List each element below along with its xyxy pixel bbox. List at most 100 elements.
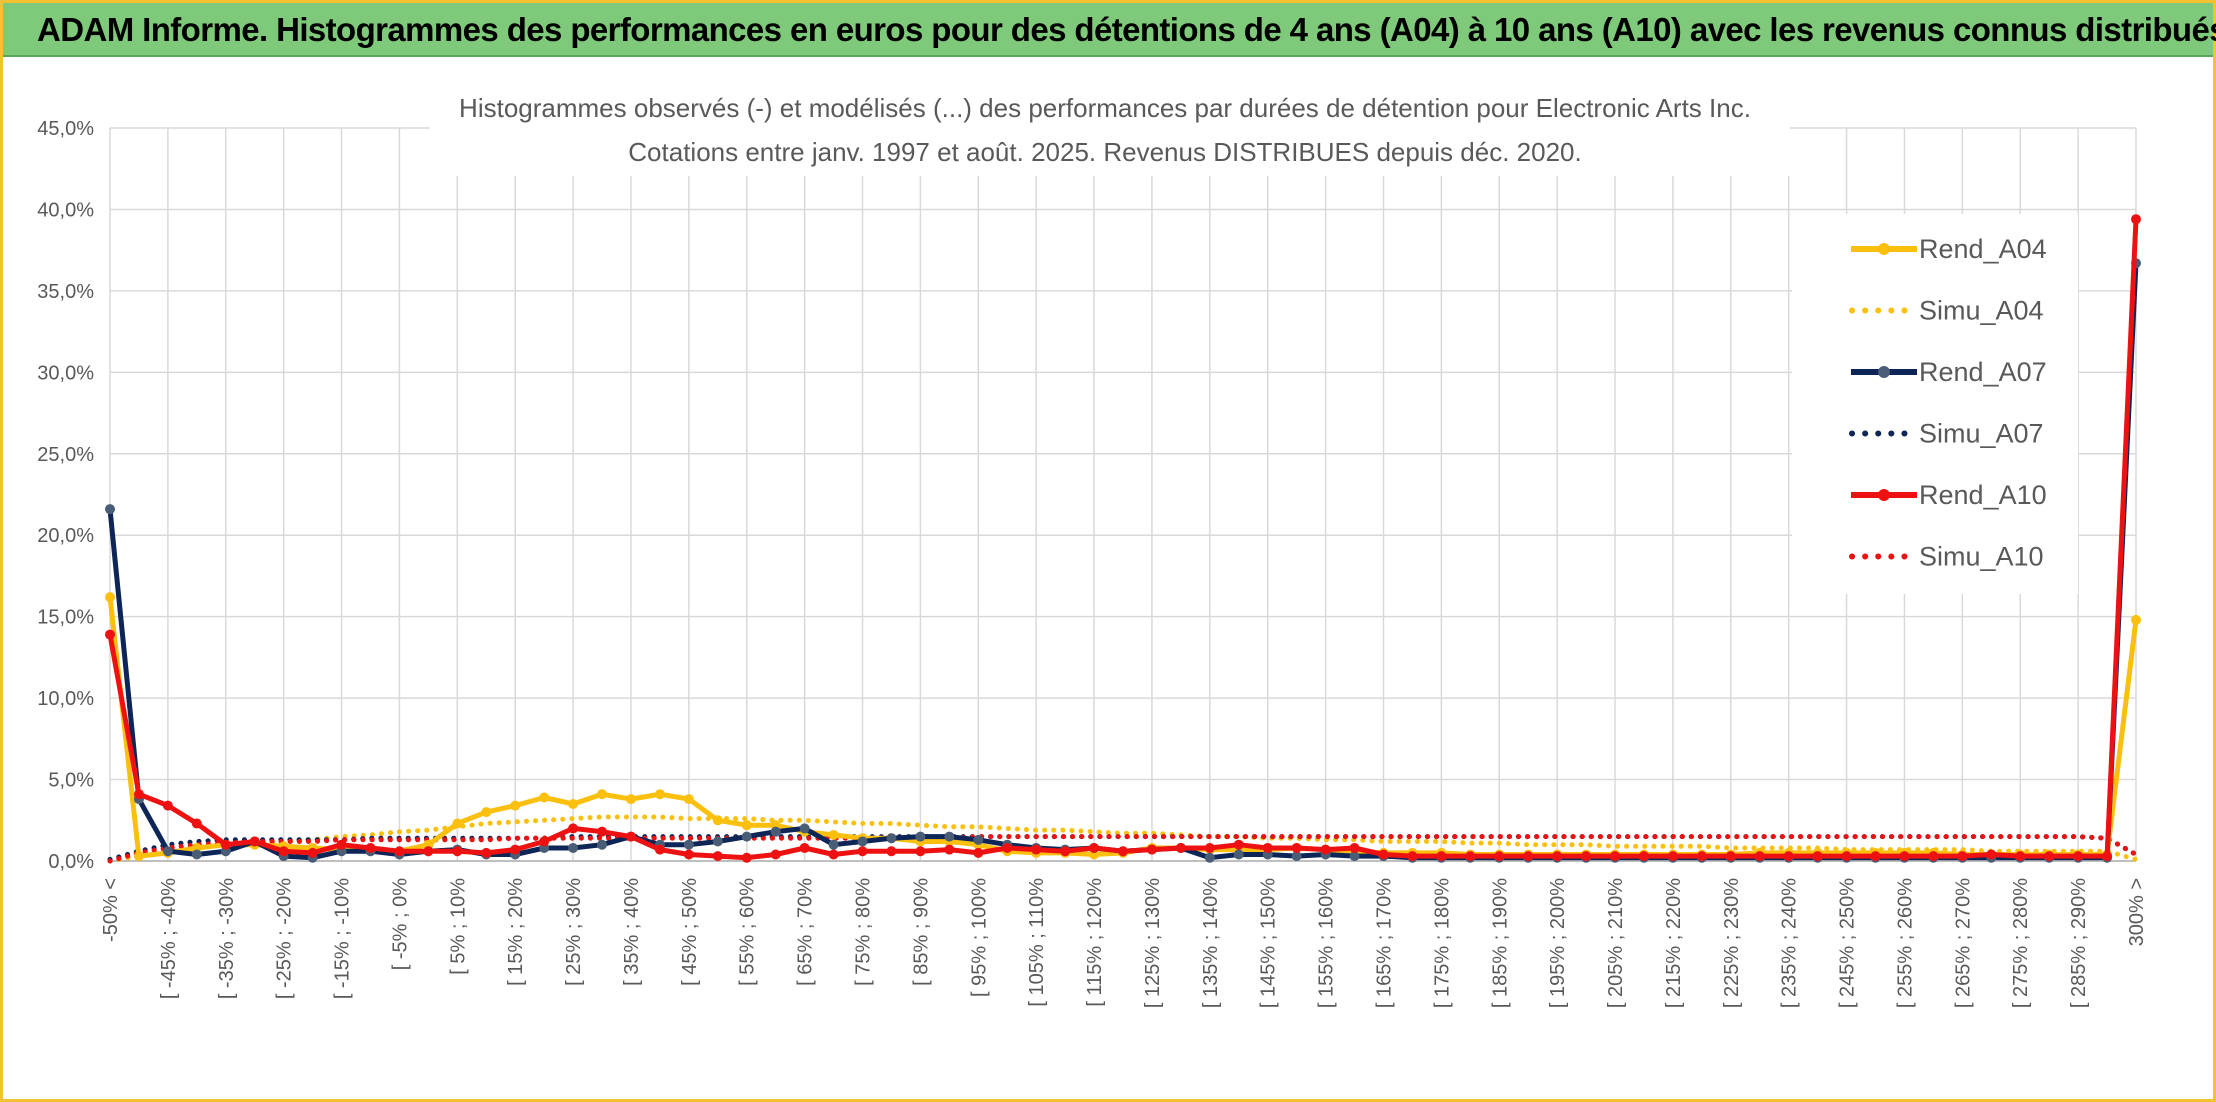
x-tick-label: [ 245% ; 250% — [1837, 878, 1859, 1008]
series-simu-a10 — [107, 834, 2139, 864]
x-tick-label: [ 215% ; 220% — [1663, 878, 1685, 1008]
x-tick-label: [ 15% ; 20% — [505, 878, 527, 986]
data-point — [1754, 851, 1765, 862]
data-point — [1233, 849, 1244, 860]
x-tick-label: [ 115% ; 120% — [1084, 878, 1106, 1007]
y-axis: 0,0% 5,0% 10,0% 15,0% 20,0% 25,0% 30,0% 35,0% 40… — [37, 118, 94, 873]
data-point — [105, 629, 115, 640]
x-tick-label: [ 135% ; 140% — [1200, 878, 1222, 1008]
data-point — [625, 794, 636, 805]
data-point — [770, 849, 781, 860]
data-point — [1060, 846, 1071, 857]
data-point — [770, 826, 781, 837]
y-tick-label: 10,0% — [37, 688, 94, 710]
legend-label: Simu_A07 — [1919, 419, 2044, 449]
y-tick-label: 15,0% — [37, 607, 94, 629]
x-tick-label: [ 275% ; 280% — [2010, 878, 2032, 1008]
data-point — [799, 842, 810, 853]
data-point — [1841, 851, 1852, 862]
data-point — [857, 836, 868, 847]
y-tick-label: 40,0% — [37, 199, 94, 221]
data-point — [510, 800, 521, 811]
chart-title: Histogrammes observés (-) et modélisés (… — [459, 93, 1751, 123]
chart-subtitle: Cotations entre janv. 1997 et août. 2025… — [628, 137, 1581, 167]
data-point — [162, 846, 173, 857]
data-point — [1378, 849, 1389, 860]
data-point — [944, 844, 955, 855]
legend-marker — [1878, 243, 1890, 255]
x-axis: -50% < [ -45% ; -40% [ -35% ; -30% [ -25% ;… — [100, 860, 2148, 1008]
data-point — [1349, 851, 1360, 862]
title-banner: ADAM Informe. Histogrammes des performan… — [3, 3, 2216, 57]
series-simu-a04 — [107, 814, 2139, 864]
data-point — [365, 842, 376, 853]
data-point — [973, 847, 984, 858]
data-point — [2015, 851, 2026, 862]
data-point — [1436, 851, 1447, 862]
data-point — [1465, 851, 1476, 862]
legend-marker — [1878, 366, 1890, 378]
data-point — [597, 839, 608, 850]
x-tick-label: -50% < — [100, 878, 122, 942]
legend-label: Rend_A07 — [1919, 357, 2047, 387]
data-point — [712, 836, 723, 847]
x-tick-label: [ 155% ; 160% — [1316, 878, 1338, 1008]
data-point — [654, 789, 665, 800]
x-tick-label: 300% > — [2126, 878, 2148, 946]
data-point — [2102, 851, 2113, 862]
data-point — [944, 831, 955, 842]
x-tick-label: [ 195% ; 200% — [1547, 878, 1569, 1008]
legend: Rend_A04 Simu_A04 Rend_A07 Simu_A07 Rend_A10… — [1792, 214, 2078, 594]
data-point — [249, 836, 260, 847]
data-point — [2131, 614, 2141, 625]
x-tick-label: [ 285% ; 290% — [2068, 878, 2090, 1008]
x-tick-label: [ 65% ; 70% — [795, 878, 817, 986]
data-point — [1899, 851, 1910, 862]
data-point — [1667, 851, 1678, 862]
data-point — [336, 839, 347, 850]
data-point — [539, 836, 550, 847]
data-point — [452, 846, 463, 857]
data-point — [2073, 851, 2084, 862]
legend-label: Simu_A10 — [1919, 542, 2044, 572]
data-point — [191, 849, 202, 860]
data-point — [712, 851, 723, 862]
data-point — [741, 852, 752, 863]
data-point — [1957, 851, 1968, 862]
x-tick-label: [ 105% ; 110% — [1026, 878, 1048, 1007]
data-point — [1812, 851, 1823, 862]
data-point — [1175, 842, 1186, 853]
data-point — [1089, 842, 1100, 853]
data-point — [2044, 851, 2055, 862]
data-point — [162, 800, 173, 811]
data-point — [597, 826, 608, 837]
x-tick-label: [ 125% ; 130% — [1142, 878, 1164, 1008]
data-point — [394, 846, 405, 857]
x-tick-label: [ -25% ; -20% — [274, 878, 296, 999]
data-point — [105, 504, 115, 515]
data-point — [568, 798, 579, 809]
data-point — [915, 846, 926, 857]
x-tick-label: [ 55% ; 60% — [737, 878, 759, 986]
title-background — [430, 84, 1790, 176]
data-point — [1204, 852, 1215, 863]
data-point — [1291, 842, 1302, 853]
banner-title: ADAM Informe. Histogrammes des performan… — [37, 11, 2216, 48]
legend-marker — [1878, 489, 1890, 501]
legend-item-rend-a10: Rend_A10 — [1851, 480, 2047, 510]
data-point — [712, 815, 723, 826]
data-point — [1610, 851, 1621, 862]
x-tick-label: [ 255% ; 260% — [1894, 878, 1916, 1008]
legend-label: Simu_A04 — [1919, 296, 2044, 326]
y-tick-label: 25,0% — [37, 444, 94, 466]
data-point — [133, 851, 144, 862]
data-point — [1291, 851, 1302, 862]
data-point — [105, 592, 115, 603]
data-point — [1928, 851, 1939, 862]
x-tick-label: [ 165% ; 170% — [1373, 878, 1395, 1008]
x-tick-label: [ 185% ; 190% — [1489, 878, 1511, 1008]
series-layer — [105, 214, 2141, 864]
data-point — [886, 846, 897, 857]
data-point — [1523, 851, 1534, 862]
legend-item-simu-a04: Simu_A04 — [1849, 296, 2044, 326]
